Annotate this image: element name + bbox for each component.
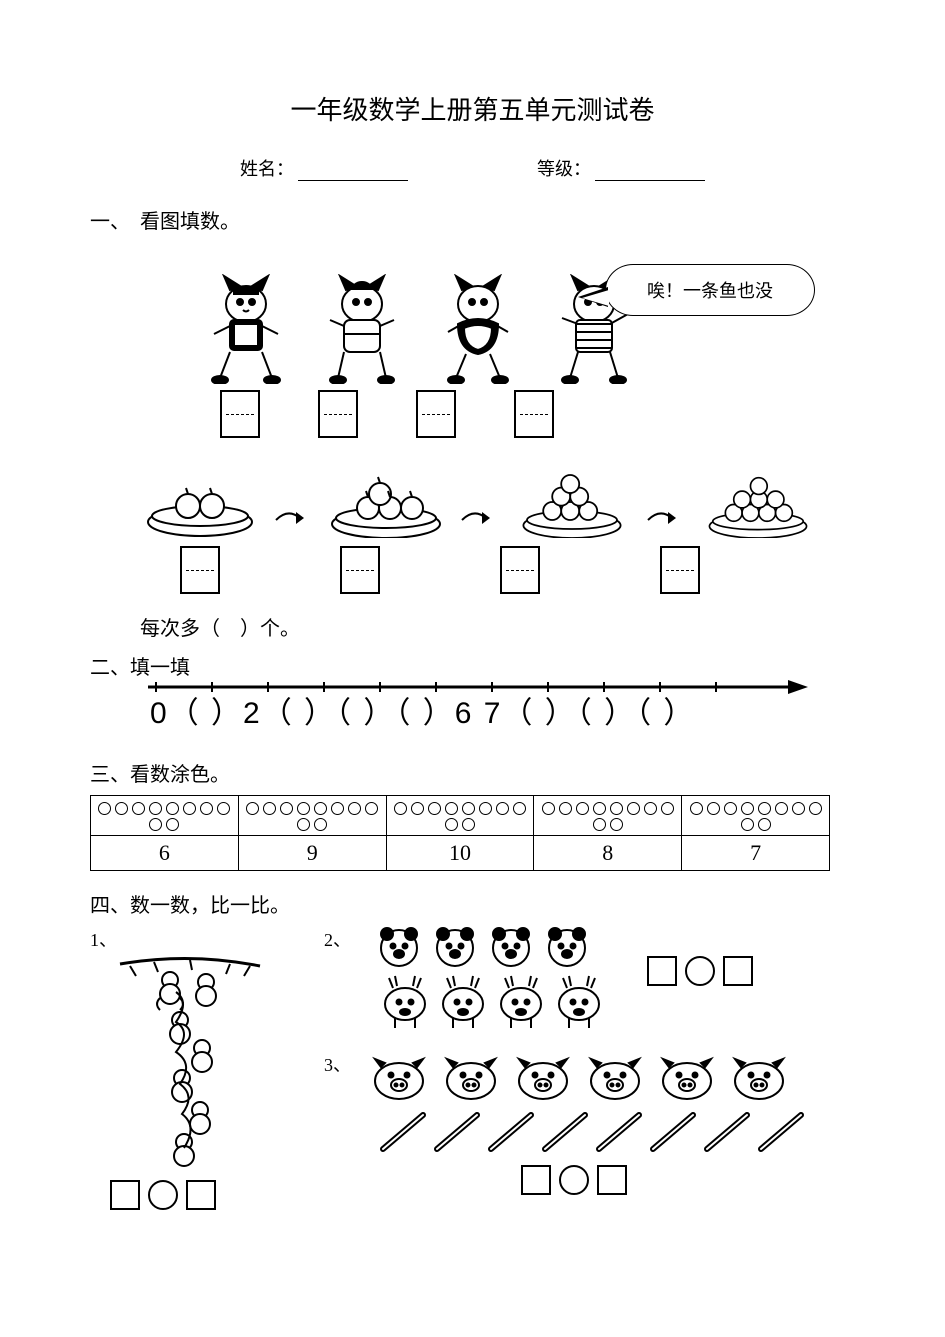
- section-3-heading: 三、看数涂色。: [90, 758, 855, 787]
- compare-square[interactable]: [110, 1180, 140, 1210]
- compare-circle[interactable]: [685, 956, 715, 986]
- arrow-icon: [460, 498, 498, 538]
- bears-deer: [379, 926, 619, 1041]
- section-4-heading: 四、数一数，比一比。: [90, 889, 855, 918]
- number-cell: 8: [534, 836, 682, 871]
- circles-cell[interactable]: [386, 796, 534, 836]
- circles-cell[interactable]: [91, 796, 239, 836]
- number-cell: 7: [682, 836, 830, 871]
- answer-box[interactable]: [416, 390, 456, 438]
- info-line: 姓名： 等级：: [90, 155, 855, 181]
- grade-blank[interactable]: [595, 180, 705, 181]
- q4-1-label: 1、: [90, 926, 117, 952]
- section-1-heading: 一、 看图填数。: [90, 205, 855, 234]
- arrow-icon: [274, 498, 312, 538]
- number-line-arrow: [148, 678, 808, 696]
- monkeys-figure: [110, 952, 270, 1172]
- compare-3[interactable]: [521, 1165, 811, 1195]
- answer-box[interactable]: [514, 390, 554, 438]
- name-label: 姓名：: [240, 159, 294, 179]
- number-line: 0（ ）2（ ）（ ）（ ）6 7（ ）（ ）（ ）: [150, 688, 855, 732]
- plate-2: [326, 466, 446, 538]
- answer-box[interactable]: [340, 546, 380, 594]
- apples-row: [140, 466, 855, 538]
- q4-col-2: 2、 3、: [324, 926, 855, 1210]
- compare-square[interactable]: [647, 956, 677, 986]
- cat-answer-boxes: [220, 390, 855, 438]
- number-cell: 9: [238, 836, 386, 871]
- color-table: 6 9 10 8 7: [90, 795, 830, 871]
- cat-3: [432, 274, 524, 384]
- cat-2: [316, 274, 408, 384]
- page-title: 一年级数学上册第五单元测试卷: [90, 90, 855, 127]
- circles-cell[interactable]: [534, 796, 682, 836]
- answer-box[interactable]: [660, 546, 700, 594]
- answer-box[interactable]: [500, 546, 540, 594]
- q4-2-label: 2、: [324, 926, 351, 952]
- table-row: [91, 796, 830, 836]
- each-more-text: 每次多（ ）个。: [140, 612, 855, 641]
- answer-box[interactable]: [318, 390, 358, 438]
- plate-3: [512, 466, 632, 538]
- number-cell: 10: [386, 836, 534, 871]
- number-cell: 6: [91, 836, 239, 871]
- q4-3-label: 3、: [324, 1051, 351, 1077]
- q4-3-group: 3、: [324, 1051, 855, 1195]
- compare-square[interactable]: [521, 1165, 551, 1195]
- table-row: 6 9 10 8 7: [91, 836, 830, 871]
- plate-answer-boxes: [180, 546, 855, 594]
- q1-area: 唉！一条鱼也没 每次多: [90, 274, 855, 641]
- answer-box[interactable]: [220, 390, 260, 438]
- pigs-sticks: [371, 1051, 811, 1195]
- compare-square[interactable]: [186, 1180, 216, 1210]
- compare-circle[interactable]: [148, 1180, 178, 1210]
- compare-1[interactable]: [110, 1180, 300, 1210]
- compare-square[interactable]: [723, 956, 753, 986]
- grade-label: 等级：: [537, 159, 591, 179]
- answer-box[interactable]: [180, 546, 220, 594]
- circles-cell[interactable]: [238, 796, 386, 836]
- compare-square[interactable]: [597, 1165, 627, 1195]
- circles-cell[interactable]: [682, 796, 830, 836]
- q4-row: 1、: [90, 926, 855, 1210]
- plate-1: [140, 466, 260, 538]
- arrow-icon: [646, 498, 684, 538]
- plate-4: [698, 466, 818, 538]
- compare-2[interactable]: [647, 956, 753, 986]
- number-line-text: 0（ ）2（ ）（ ）（ ）6 7（ ）（ ）（ ）: [150, 697, 695, 730]
- name-blank[interactable]: [298, 180, 408, 181]
- section-2-heading: 二、填一填: [90, 651, 855, 680]
- q4-col-1: 1、: [90, 926, 300, 1210]
- compare-circle[interactable]: [559, 1165, 589, 1195]
- q4-2-group: 2、: [324, 926, 855, 1041]
- cat-1: [200, 274, 292, 384]
- speech-bubble: 唉！一条鱼也没: [605, 264, 815, 316]
